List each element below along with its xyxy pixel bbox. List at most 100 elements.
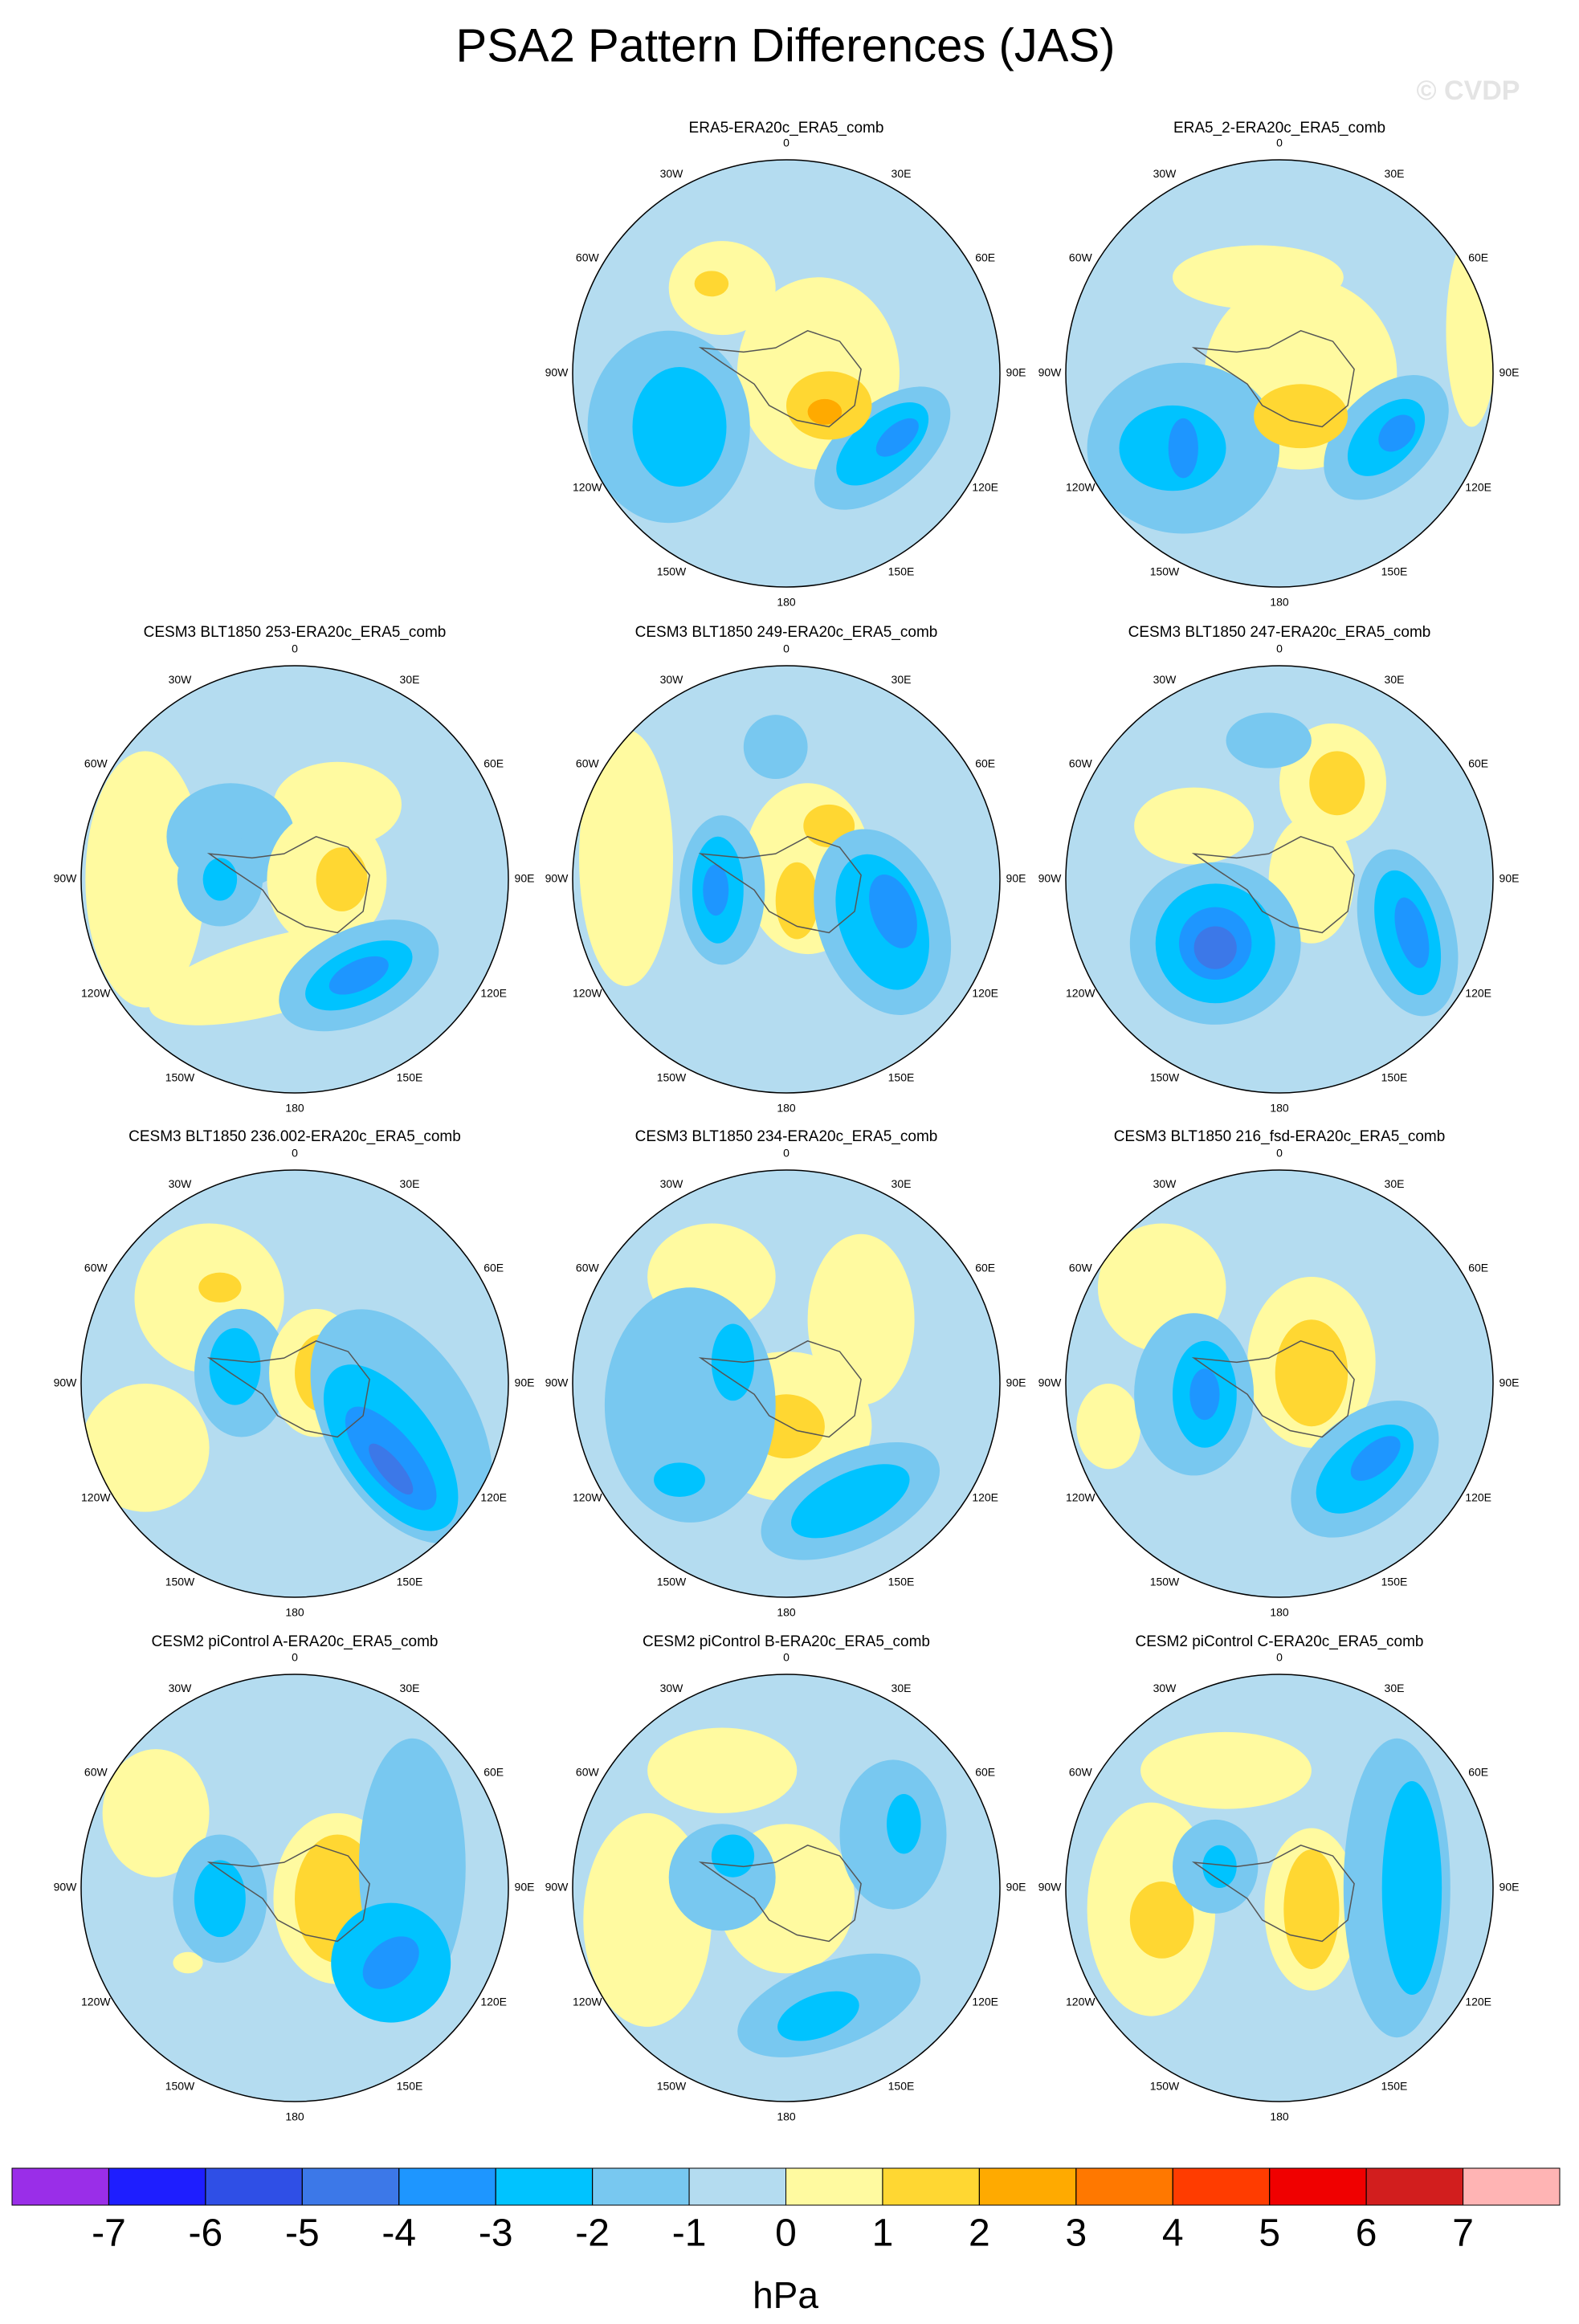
longitude-label: 120E <box>972 481 998 494</box>
longitude-label: 180 <box>285 1102 304 1115</box>
colorbar-tick-label: -3 <box>479 2212 513 2255</box>
colorbar-box <box>978 2167 1077 2206</box>
longitude-label: 90E <box>1006 1376 1026 1389</box>
longitude-label: 60E <box>975 757 995 770</box>
longitude-label: 30E <box>892 167 912 180</box>
longitude-label: 120E <box>972 1491 998 1504</box>
colorbar-box <box>301 2167 400 2206</box>
longitude-label: 180 <box>777 596 796 609</box>
longitude-label: 30E <box>1385 673 1405 686</box>
map-border <box>1065 1674 1494 2102</box>
colorbar-tick-label: 6 <box>1356 2212 1377 2255</box>
longitude-label: 60W <box>84 1766 108 1779</box>
longitude-label: 30E <box>400 1682 420 1694</box>
longitude-label: 90W <box>545 366 569 379</box>
longitude-label: 120E <box>1465 481 1491 494</box>
longitude-label: 90E <box>515 1376 535 1389</box>
contour-region <box>807 1233 915 1405</box>
contour-region <box>81 1384 210 1512</box>
longitude-label: 0 <box>292 1147 298 1160</box>
colorbar-unit: hPa <box>753 2274 818 2316</box>
colorbar-box <box>108 2167 206 2206</box>
longitude-label: 60E <box>975 251 995 264</box>
longitude-label: 120E <box>1465 987 1491 1000</box>
contour-region <box>1378 414 1416 452</box>
longitude-label: 180 <box>777 2110 796 2123</box>
longitude-label: 120W <box>1066 1996 1096 2008</box>
coastline <box>1191 1339 1355 1438</box>
contour-region <box>209 1327 261 1405</box>
contour-region <box>711 1834 755 1878</box>
contour-region <box>1129 1882 1194 1959</box>
polar-map <box>81 1170 508 1597</box>
contour-region <box>1275 1319 1348 1427</box>
contour-region <box>194 1860 246 1938</box>
panel-title: CESM3 BLT1850 216_fsd-ERA20c_ERA5_comb <box>1114 1128 1446 1145</box>
longitude-label: 90W <box>54 1881 78 1894</box>
colorbar-tick-label: -6 <box>189 2212 223 2255</box>
coastline <box>698 1844 862 1943</box>
contour-region <box>1350 1436 1401 1481</box>
longitude-label: 30E <box>400 673 420 686</box>
contour-region <box>1309 751 1365 816</box>
longitude-label: 150E <box>1381 1070 1408 1083</box>
longitude-label: 0 <box>292 1651 298 1664</box>
longitude-label: 30W <box>169 673 193 686</box>
polar-map <box>573 160 1000 587</box>
polar-map <box>1066 160 1493 587</box>
longitude-label: 180 <box>777 1102 796 1115</box>
longitude-label: 60E <box>1468 757 1488 770</box>
longitude-label: 90E <box>1499 366 1520 379</box>
map-border <box>572 159 1001 588</box>
longitude-label: 30E <box>892 1682 912 1694</box>
contour-region <box>647 1727 798 1813</box>
longitude-label: 60W <box>84 1262 108 1274</box>
longitude-label: 150W <box>657 1070 687 1083</box>
coastline <box>206 1844 370 1943</box>
longitude-label: 120W <box>81 1491 111 1504</box>
polar-map <box>1066 1170 1493 1597</box>
colorbar-box <box>592 2167 690 2206</box>
longitude-label: 150E <box>397 2079 423 2092</box>
longitude-label: 60E <box>975 1766 995 1779</box>
panel-title: CESM2 piControl C-ERA20c_ERA5_comb <box>1135 1633 1423 1650</box>
longitude-label: 90W <box>1038 1376 1063 1389</box>
polar-map <box>573 1674 1000 2102</box>
longitude-label: 60E <box>483 1766 504 1779</box>
coastline <box>698 329 862 428</box>
longitude-label: 60W <box>576 1766 600 1779</box>
contour-region <box>694 271 729 297</box>
longitude-label: 90W <box>1038 1881 1063 1894</box>
panel-title: CESM3 BLT1850 236.002-ERA20c_ERA5_comb <box>129 1128 461 1145</box>
longitude-label: 30W <box>169 1682 193 1694</box>
colorbar-box <box>1463 2167 1561 2206</box>
colorbar-tick-label: -5 <box>285 2212 320 2255</box>
map-border <box>572 1674 1001 2102</box>
colorbar-box <box>398 2167 496 2206</box>
map-border <box>1065 1169 1494 1598</box>
longitude-label: 0 <box>1276 1651 1283 1664</box>
longitude-label: 120E <box>1465 1996 1491 2008</box>
contour-region <box>1394 897 1430 968</box>
contour-region <box>369 1443 414 1495</box>
panel-title: CESM3 BLT1850 249-ERA20c_ERA5_comb <box>635 624 938 641</box>
longitude-label: 90E <box>515 1881 535 1894</box>
colorbar-box <box>1172 2167 1271 2206</box>
contour-region <box>1226 712 1312 769</box>
longitude-label: 30E <box>892 673 912 686</box>
longitude-label: 60W <box>1069 757 1093 770</box>
longitude-label: 30W <box>660 673 684 686</box>
panel-title: CESM2 piControl B-ERA20c_ERA5_comb <box>643 1633 930 1650</box>
longitude-label: 120E <box>480 1996 507 2008</box>
longitude-label: 30W <box>1153 673 1177 686</box>
longitude-label: 0 <box>1276 1147 1283 1160</box>
longitude-label: 150W <box>1150 565 1180 577</box>
contour-region <box>875 418 919 457</box>
colorbar-tick-label: 5 <box>1259 2212 1280 2255</box>
contour-region <box>198 1272 242 1303</box>
longitude-label: 60W <box>576 1262 600 1274</box>
contour-region <box>202 858 238 901</box>
longitude-label: 150E <box>888 565 915 577</box>
map-border <box>80 665 509 1094</box>
